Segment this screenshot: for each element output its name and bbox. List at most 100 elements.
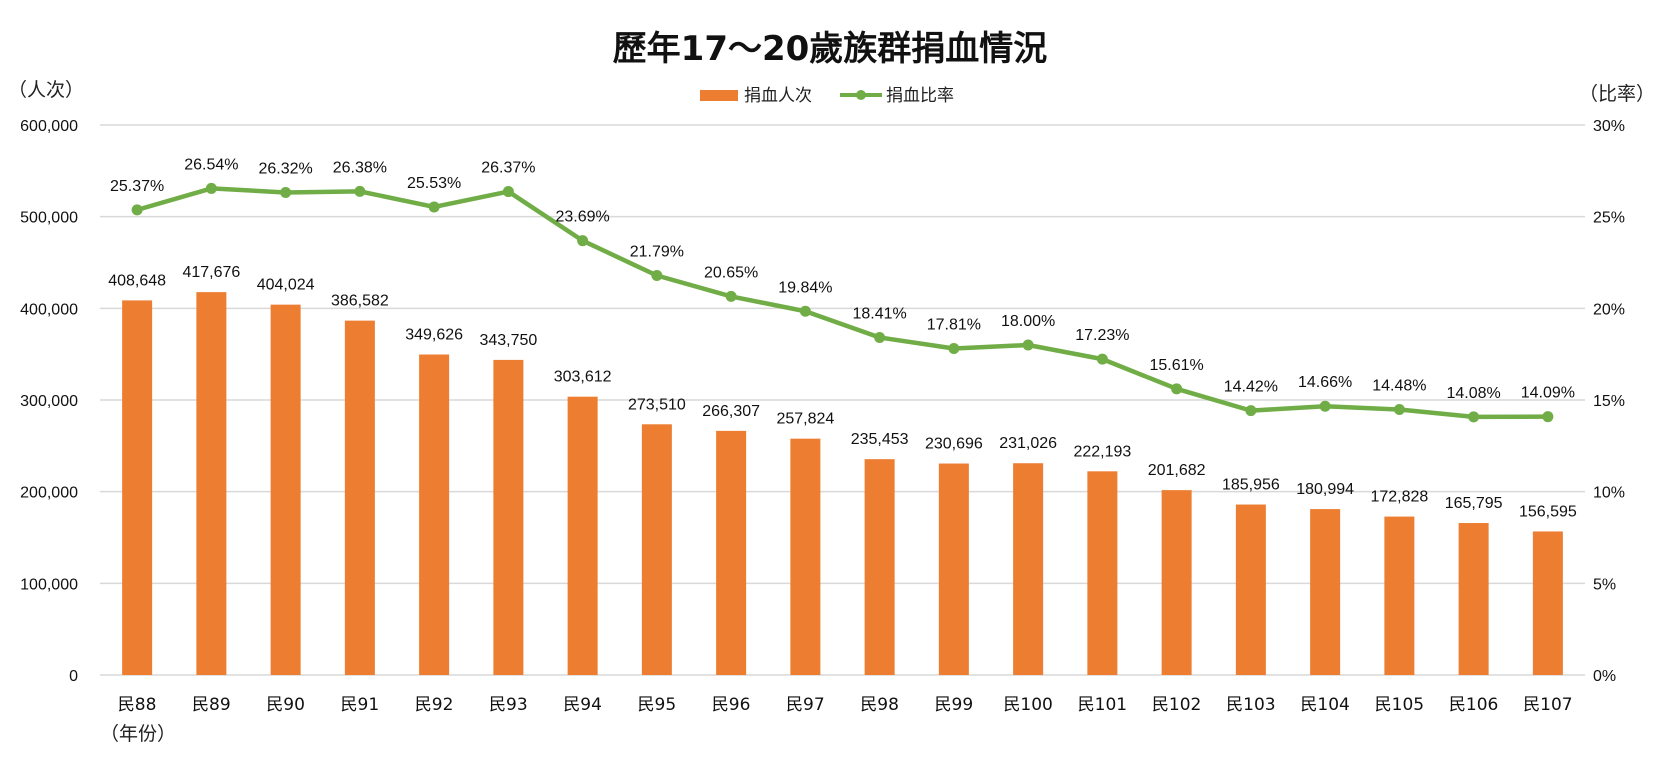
line-point <box>205 182 217 194</box>
line-point <box>428 201 440 213</box>
line-point <box>502 186 514 198</box>
bar-value-label: 404,024 <box>257 277 315 294</box>
line-value-label: 18.00% <box>1001 313 1055 330</box>
bar-value-label: 408,648 <box>108 272 166 289</box>
x-tick-label: 民97 <box>786 695 825 715</box>
bar <box>196 292 227 675</box>
bar-value-label: 172,828 <box>1370 489 1428 506</box>
line-value-label: 26.38% <box>333 159 387 176</box>
line-point <box>1319 400 1331 412</box>
y-tick-label: 200,000 <box>20 485 78 502</box>
y2-tick-label: 10% <box>1593 485 1625 502</box>
line-value-label: 18.41% <box>852 305 906 322</box>
line-point <box>1096 353 1108 365</box>
bar <box>864 459 895 675</box>
bar <box>1087 471 1118 675</box>
left-axis-ticks: 0 100,000 200,000 300,000 400,000 500,000 600,… <box>20 118 78 685</box>
line-value-label: 14.48% <box>1372 378 1426 395</box>
line-point <box>874 331 886 343</box>
x-tick-label: 民98 <box>860 695 899 715</box>
bar-value-label: 273,510 <box>628 396 686 413</box>
x-tick-label: 民103 <box>1226 695 1275 715</box>
line-value-label: 14.42% <box>1224 379 1278 396</box>
line-point <box>1171 383 1183 395</box>
bar-value-label: 165,795 <box>1445 495 1503 512</box>
line-value-label: 26.54% <box>184 156 238 173</box>
line-point <box>1468 411 1480 423</box>
line-point <box>799 305 811 317</box>
legend-swatch-bar <box>700 90 738 101</box>
x-tick-label: 民104 <box>1300 695 1349 715</box>
y-tick-label: 300,000 <box>20 393 78 410</box>
right-axis-ticks: 0% 5% 10% 15% 20% 25% 30% <box>1593 118 1625 685</box>
bar <box>790 438 821 675</box>
x-tick-label: 民107 <box>1523 695 1572 715</box>
y2-tick-label: 15% <box>1593 393 1625 410</box>
x-tick-label: 民94 <box>563 695 602 715</box>
y-tick-label: 600,000 <box>20 118 78 135</box>
y2-tick-label: 5% <box>1593 576 1616 593</box>
bar <box>1013 463 1044 675</box>
line-point <box>577 235 589 247</box>
bar-value-label: 201,682 <box>1148 462 1206 479</box>
x-tick-label: 民106 <box>1449 695 1498 715</box>
line-value-label: 20.65% <box>704 264 758 281</box>
line-value-label: 15.61% <box>1149 357 1203 374</box>
line-value-label: 14.66% <box>1298 374 1352 391</box>
x-tick-label: 民89 <box>192 695 231 715</box>
y-tick-label: 500,000 <box>20 210 78 227</box>
legend: 捐血人次 捐血比率 <box>700 86 954 106</box>
line-series <box>131 182 1554 423</box>
x-axis-unit: （年份） <box>100 723 176 745</box>
bar <box>1161 490 1192 675</box>
y2-tick-label: 20% <box>1593 301 1625 318</box>
x-tick-label: 民95 <box>638 695 677 715</box>
line-value-label: 21.79% <box>630 244 684 261</box>
line-point <box>1245 405 1257 417</box>
bar-value-label: 257,824 <box>776 411 834 428</box>
bar-value-label: 349,626 <box>405 327 463 344</box>
bar-value-labels: 408,648 417,676 404,024 386,582 349,626 343,7… <box>108 264 1577 520</box>
legend-label-bar: 捐血人次 <box>744 86 812 106</box>
y-tick-label: 0 <box>69 668 78 685</box>
line-value-label: 23.69% <box>555 209 609 226</box>
line-point <box>651 270 663 282</box>
y-tick-label: 100,000 <box>20 576 78 593</box>
bar <box>122 300 153 675</box>
bar-value-label: 417,676 <box>182 264 240 281</box>
line-point <box>1022 339 1034 351</box>
bar-series <box>122 292 1563 675</box>
line-point <box>1393 404 1405 416</box>
bar-value-label: 180,994 <box>1296 481 1354 498</box>
x-tick-label: 民100 <box>1003 695 1052 715</box>
bar <box>270 304 301 675</box>
x-axis-ticks: 民88 民89 民90 民91 民92 民93 民94 民95 民96 民97 民98 民99 民100… <box>118 695 1573 715</box>
line-value-label: 26.32% <box>258 160 312 177</box>
x-tick-label: 民88 <box>118 695 157 715</box>
bar <box>344 320 375 675</box>
left-axis-unit: （人次） <box>8 79 84 101</box>
bar-value-label: 266,307 <box>702 403 760 420</box>
bar-value-label: 222,193 <box>1073 443 1131 460</box>
y2-tick-label: 30% <box>1593 118 1625 135</box>
legend-swatch-marker <box>856 90 866 100</box>
x-tick-label: 民101 <box>1078 695 1127 715</box>
bar-value-label: 343,750 <box>479 332 537 349</box>
bar-value-label: 386,582 <box>331 293 389 310</box>
y-tick-label: 400,000 <box>20 301 78 318</box>
bar <box>1384 516 1415 675</box>
bar <box>493 359 524 675</box>
legend-label-line: 捐血比率 <box>886 86 954 106</box>
bar-value-label: 231,026 <box>999 435 1057 452</box>
bar-value-label: 235,453 <box>851 431 909 448</box>
bar <box>938 463 969 675</box>
bar <box>716 430 747 675</box>
line-value-label: 25.53% <box>407 175 461 192</box>
y2-tick-label: 0% <box>1593 668 1616 685</box>
x-tick-label: 民93 <box>489 695 528 715</box>
line-value-label: 14.09% <box>1521 385 1575 402</box>
bar <box>419 354 450 675</box>
bar <box>1458 523 1489 675</box>
